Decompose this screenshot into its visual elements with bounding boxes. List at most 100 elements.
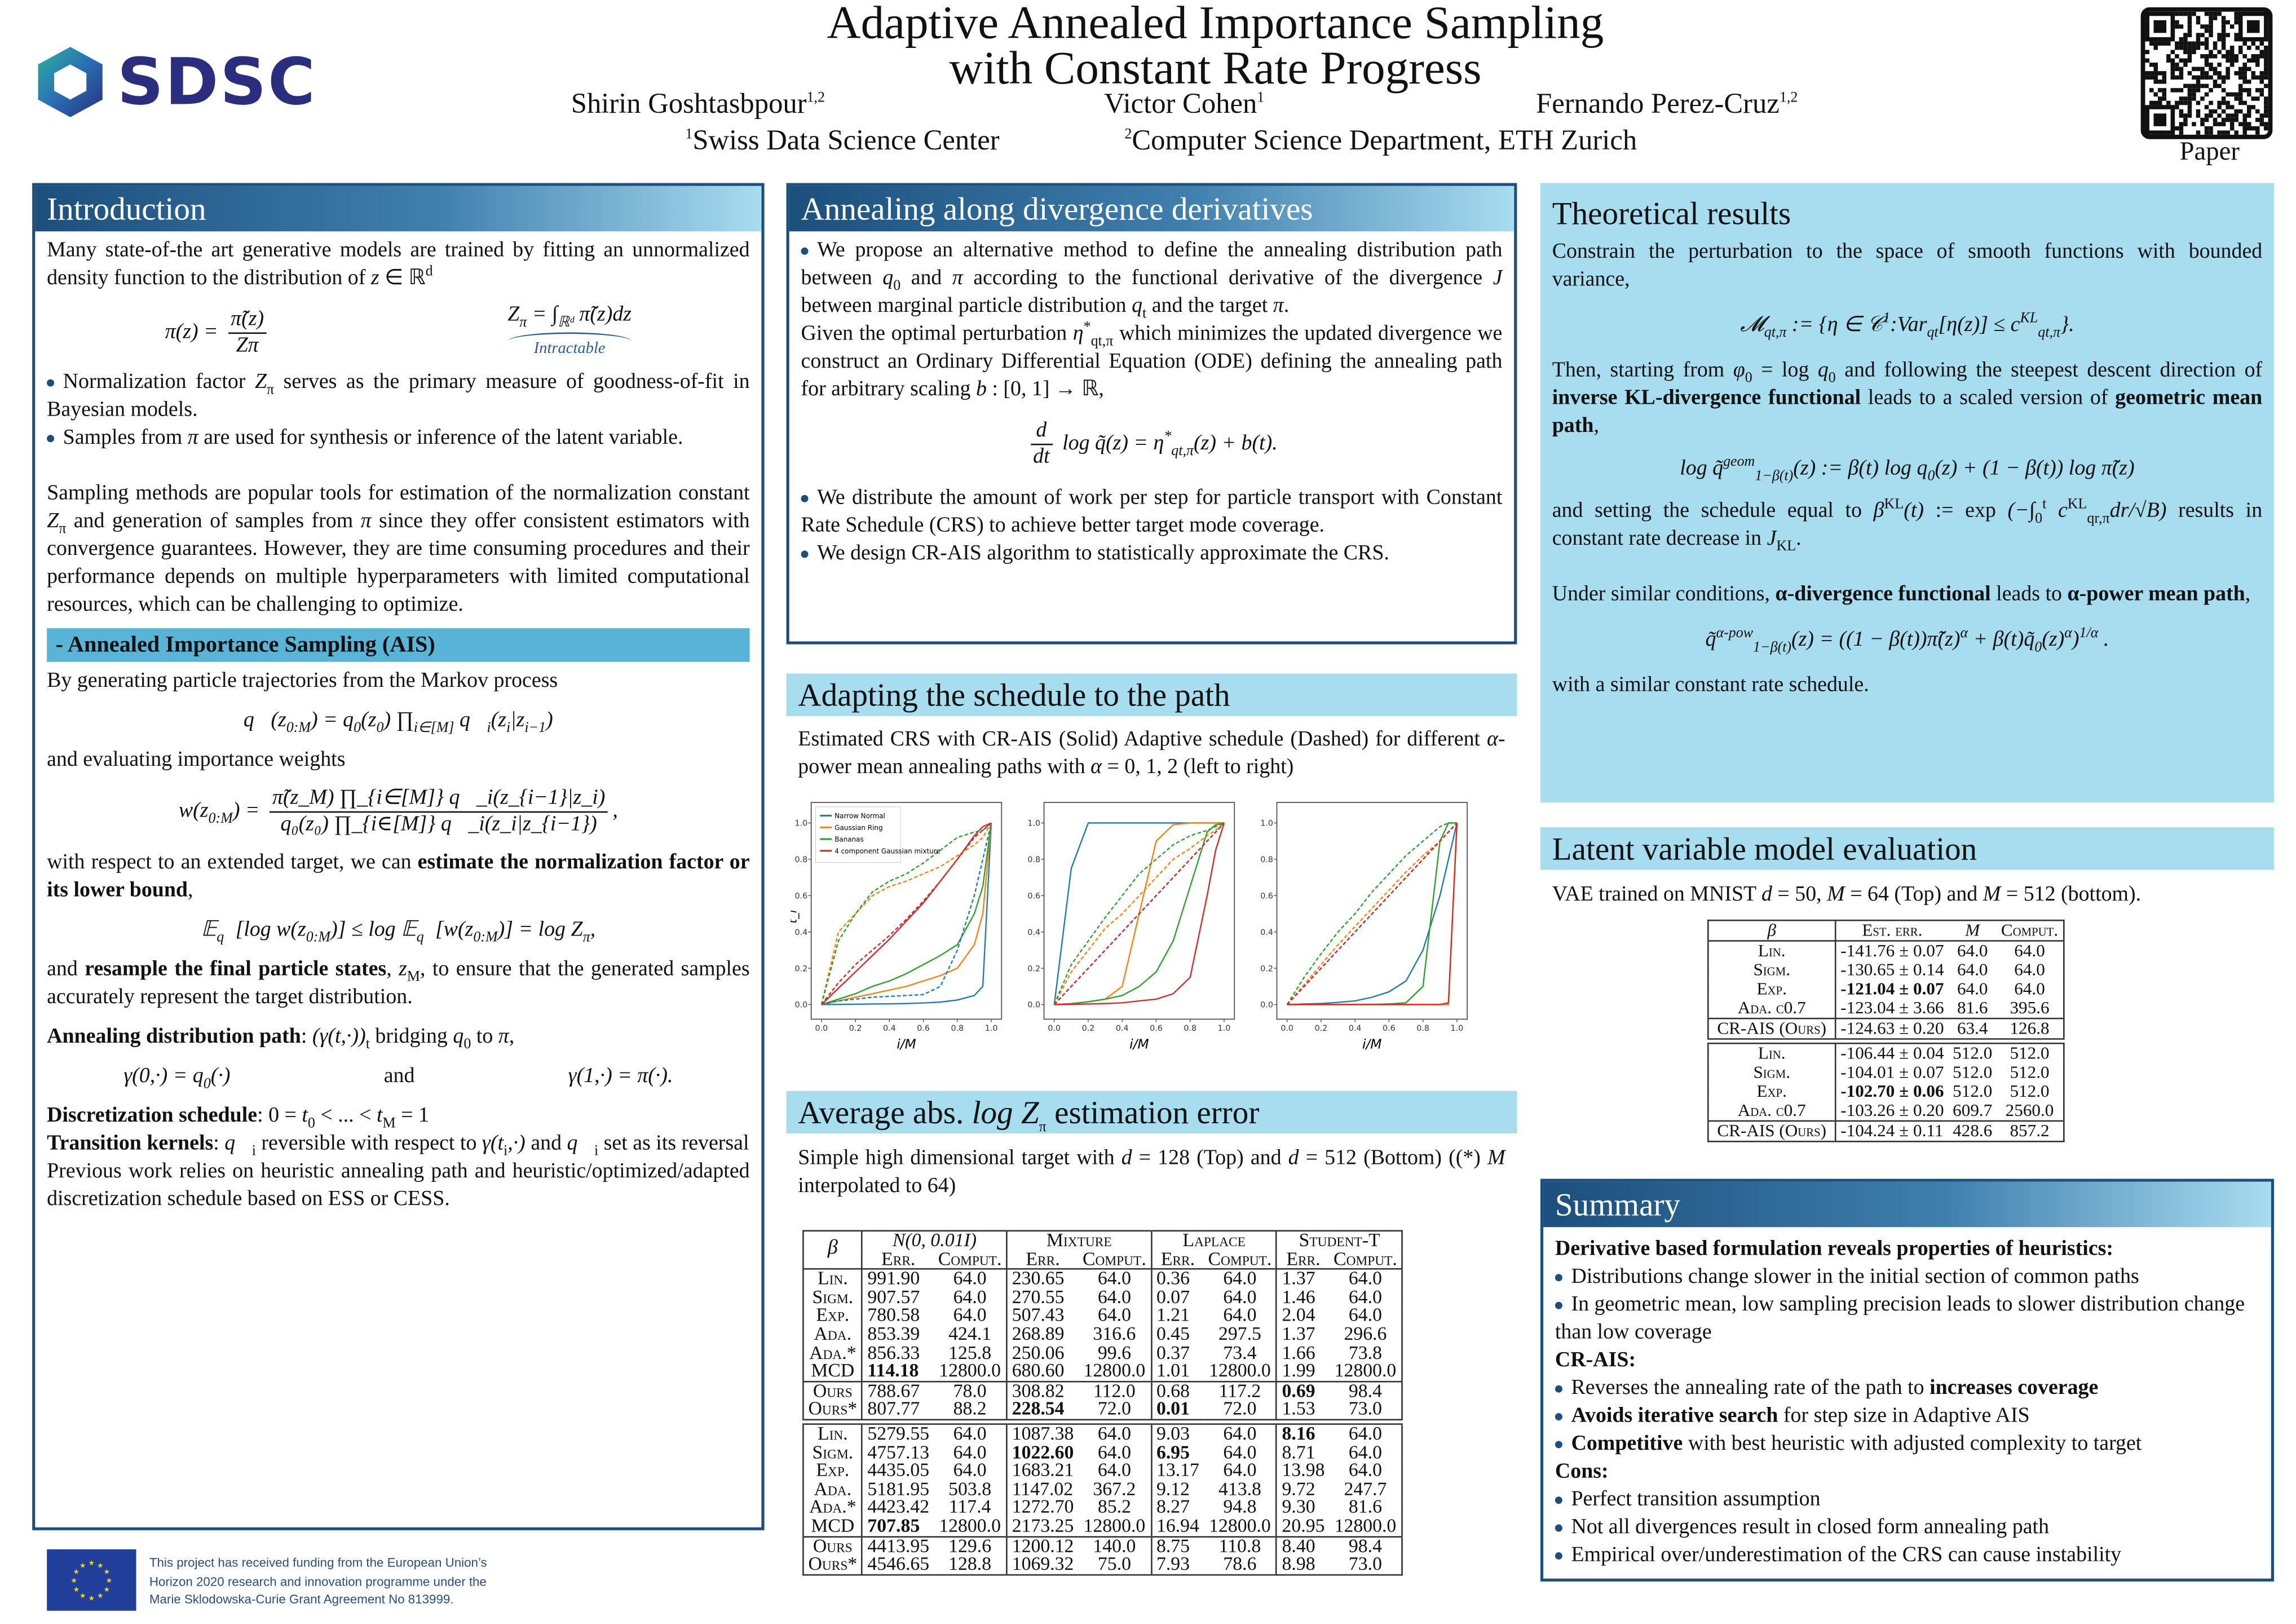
qr-module bbox=[2242, 117, 2247, 122]
bullet-item: Empirical over/underestimation of the CR… bbox=[1555, 1542, 2259, 1570]
qr-module bbox=[2204, 126, 2209, 131]
qr-module bbox=[2264, 71, 2268, 76]
text-run: q bbox=[453, 1025, 464, 1049]
text-run: with a similar constant rate schedule. bbox=[1552, 673, 1869, 698]
table-cell: 64.0 bbox=[2014, 940, 2045, 961]
row-label: Lin. bbox=[1708, 941, 1836, 961]
text-run: By generating particle trajectories from… bbox=[47, 669, 558, 693]
text-run: q bbox=[1132, 294, 1143, 318]
text-run: and bbox=[525, 1132, 567, 1155]
qr-module bbox=[2217, 100, 2222, 105]
bullet-item: Distributions change slower in the initi… bbox=[1555, 1264, 2259, 1291]
qr-module bbox=[2170, 63, 2175, 67]
table-cell: 64.0 bbox=[933, 1442, 1008, 1462]
star-icon: ★ bbox=[97, 1561, 104, 1569]
qr-module bbox=[2234, 92, 2238, 97]
qr-module bbox=[2264, 109, 2268, 114]
qr-module bbox=[2246, 58, 2251, 63]
summary-heading: Cons: bbox=[1555, 1460, 1609, 1484]
qr-module bbox=[2213, 122, 2218, 126]
qr-module bbox=[2226, 117, 2230, 122]
qr-module bbox=[2149, 88, 2154, 92]
text-run: π̃(z)dz bbox=[573, 303, 632, 327]
adapting-section-title: Adapting the schedule to the path bbox=[786, 673, 1517, 716]
text-run: M bbox=[1487, 1146, 1505, 1170]
theory-paragraph: Constrain the perturbation to the space … bbox=[1552, 239, 2262, 294]
x-tick-label: 0.4 bbox=[1349, 1024, 1362, 1033]
qr-module bbox=[2221, 117, 2226, 122]
qr-module bbox=[2209, 100, 2213, 105]
qr-module bbox=[2255, 126, 2260, 131]
text-run: reversible with respect to bbox=[255, 1132, 482, 1155]
y-tick-label: 0.0 bbox=[1260, 1001, 1273, 1010]
paper-qr-code[interactable] bbox=[2140, 7, 2273, 139]
qr-module bbox=[2226, 100, 2230, 105]
qr-module bbox=[2183, 113, 2188, 118]
qr-module bbox=[2217, 83, 2222, 89]
lower-bound-equation: 𝔼q⃗[log w(z0:M)] ≤ log 𝔼q⃗[w(z0:M)] = lo… bbox=[47, 917, 750, 945]
qr-module bbox=[2209, 16, 2213, 20]
table-cell: 1147.02 bbox=[1012, 1477, 1074, 1499]
qr-module bbox=[2183, 122, 2188, 126]
text-run: and following the steepest descent direc… bbox=[1835, 359, 2263, 382]
qr-module bbox=[2246, 109, 2251, 114]
qr-module bbox=[2162, 71, 2167, 76]
qr-module bbox=[2229, 58, 2235, 63]
qr-module bbox=[2234, 11, 2238, 16]
normalization-equation: π(z) = π̃(z) Zπ Zπ = ∫ℝᵈ π̃(z)dz Intracta… bbox=[47, 302, 750, 363]
table-cell: 98.4 bbox=[1329, 1535, 1402, 1556]
text-run: t bbox=[1142, 306, 1147, 323]
text-run: between marginal particle distribution bbox=[801, 294, 1132, 318]
markov-process-equation: q⃗(z0:M) = q0(z0) ∏i∈[M] q⃗i(zi|zi−1) bbox=[47, 707, 750, 736]
y-tick-label: 0.6 bbox=[1027, 892, 1040, 901]
text-run: ,·) bbox=[507, 1132, 526, 1155]
qr-module bbox=[2196, 67, 2201, 72]
author-name: Victor Cohen bbox=[1104, 89, 1257, 120]
title-text: Average abs. bbox=[798, 1093, 972, 1131]
qr-module bbox=[2229, 126, 2235, 131]
table-cell: 99.6 bbox=[1078, 1343, 1153, 1362]
theory-paragraph: Then, starting from φ0 = log q0 and foll… bbox=[1552, 358, 2262, 441]
row-label: Sigm. bbox=[1708, 1062, 1836, 1083]
table-row: Lin. -141.76 ± 0.07 64.0 64.0 bbox=[1708, 941, 2063, 961]
table-cell: 12800.0 bbox=[1203, 1361, 1278, 1382]
qr-module bbox=[2209, 33, 2213, 37]
text-run: Reverses the annealing rate of the path … bbox=[1571, 1376, 1930, 1400]
theory-paragraph: with a similar constant rate schedule. bbox=[1552, 672, 2262, 700]
results-table: β Est. err. M Comput. Lin. -141.76 ± 0.07 64.0… bbox=[1707, 919, 2064, 1142]
qr-module bbox=[2200, 71, 2205, 76]
text-run: i bbox=[251, 1143, 256, 1160]
qr-module bbox=[2234, 113, 2238, 118]
table-cell: 12800.0 bbox=[933, 1515, 1008, 1537]
qr-module bbox=[2170, 50, 2175, 54]
sdsc-logo: SDSC bbox=[32, 44, 316, 120]
title-sub: π bbox=[1039, 1119, 1047, 1136]
qr-module bbox=[2259, 50, 2264, 54]
text-run: < ... < bbox=[315, 1104, 377, 1128]
qr-module bbox=[2221, 122, 2226, 126]
qr-module bbox=[2264, 50, 2268, 54]
text-run: : 0 = bbox=[257, 1104, 302, 1128]
qr-module bbox=[2259, 80, 2264, 84]
table-row: Ours* 4546.65 128.8 1069.32 75.0 7.93 78.6 8.98… bbox=[803, 1554, 1402, 1575]
qr-module bbox=[2183, 33, 2188, 37]
text-run: b bbox=[975, 378, 987, 401]
qr-module bbox=[2246, 88, 2251, 92]
table-cell: 4757.13 bbox=[867, 1440, 930, 1463]
qr-module bbox=[2187, 113, 2192, 118]
qr-module bbox=[2200, 67, 2205, 72]
row-label: Exp. bbox=[1708, 1082, 1836, 1101]
qr-module bbox=[2217, 75, 2222, 80]
text-run: since they offer consistent estimators w… bbox=[47, 509, 750, 617]
table-cell: 1200.12 bbox=[1006, 1535, 1079, 1556]
text-run: i bbox=[506, 720, 511, 736]
qr-module bbox=[2183, 45, 2188, 50]
qr-module bbox=[2187, 33, 2192, 37]
qr-module bbox=[2175, 105, 2179, 109]
qr-module bbox=[2192, 88, 2196, 92]
row-label: CR-AIS (Ours) bbox=[1708, 1120, 1836, 1142]
text-run: t bbox=[2042, 496, 2047, 513]
table-cell: 907.57 bbox=[867, 1285, 920, 1308]
table-cell: 73.4 bbox=[1203, 1343, 1278, 1362]
qr-module bbox=[2200, 24, 2205, 29]
